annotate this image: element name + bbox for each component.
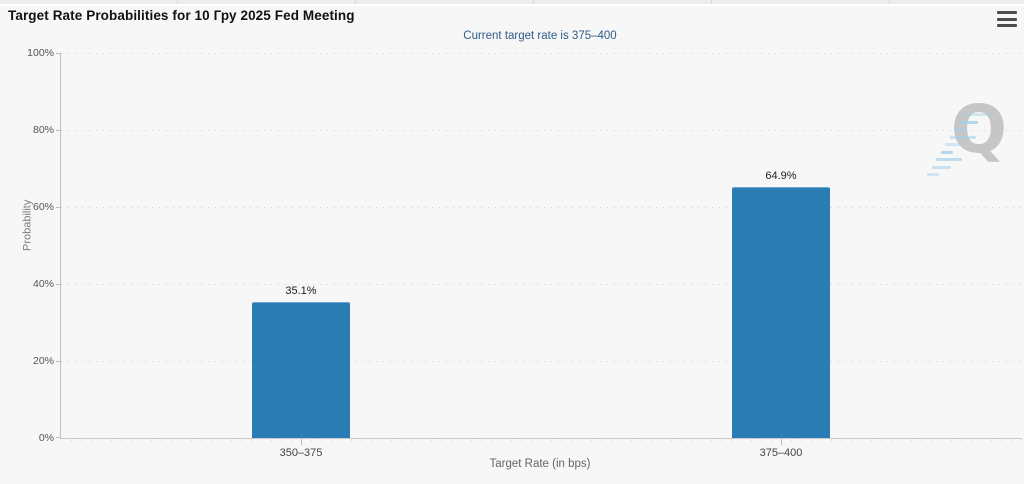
y-tick-mark (56, 437, 61, 438)
chart-subtitle: Current target rate is 375–400 (463, 30, 617, 42)
y-tick-label: 0% (38, 432, 54, 444)
y-tick-label: 80% (32, 124, 54, 136)
y-tick-mark (56, 361, 61, 362)
y-tick-mark (56, 130, 61, 131)
plot-area: Q 0% 20% 40% 60% 80% 100% 35.1% 350–375 64.9% 375… (27, 47, 1024, 459)
probability-bar-350-375[interactable] (252, 302, 350, 438)
y-tick-mark (56, 53, 61, 54)
probability-bar-375-400[interactable] (732, 187, 830, 438)
x-axis-minor-ticks (61, 438, 1024, 441)
hamburger-bar (997, 11, 1017, 14)
y-tick-label: 20% (32, 355, 54, 367)
y-tick-label: 40% (32, 278, 54, 290)
y-tick-label: 100% (27, 47, 54, 59)
watermark-swoosh-dash (945, 143, 964, 146)
bar-value-label: 35.1% (285, 285, 317, 297)
x-tick-mark (301, 439, 302, 445)
gridline-80 (61, 130, 1021, 131)
tab-strip-remnant (0, 0, 1024, 6)
x-tick-mark (781, 439, 782, 445)
x-tick-label: 375–400 (759, 447, 803, 459)
watermark-swoosh-dash (936, 158, 962, 161)
watermark-swoosh-dash (963, 113, 989, 116)
x-tick-label: 350–375 (279, 447, 323, 459)
gridline-40 (61, 284, 1021, 285)
watermark-swoosh-dash (958, 120, 978, 124)
y-axis-title: Probability (21, 199, 34, 251)
hamburger-bar (997, 24, 1017, 27)
gridline-20 (61, 361, 1021, 362)
gridline-60 (61, 207, 1021, 208)
hamburger-bar (997, 17, 1017, 21)
watermark-swoosh-dash (940, 150, 953, 154)
watermark-swoosh-dash (927, 173, 939, 176)
y-tick-mark (56, 284, 61, 285)
chart-title: Target Rate Probabilities for 10 Гру 202… (8, 8, 355, 23)
watermark-swoosh-dash (931, 165, 951, 169)
x-axis-title: Target Rate (in bps) (489, 458, 591, 470)
watermark-swoosh-dash (949, 135, 976, 139)
bar-value-label: 64.9% (765, 170, 797, 182)
y-tick-mark (56, 207, 61, 208)
hamburger-menu-icon[interactable] (997, 11, 1017, 27)
y-tick-label: 60% (32, 201, 54, 213)
gridline-100 (61, 53, 1021, 54)
quikstrike-watermark-logo: Q (925, 97, 1009, 183)
